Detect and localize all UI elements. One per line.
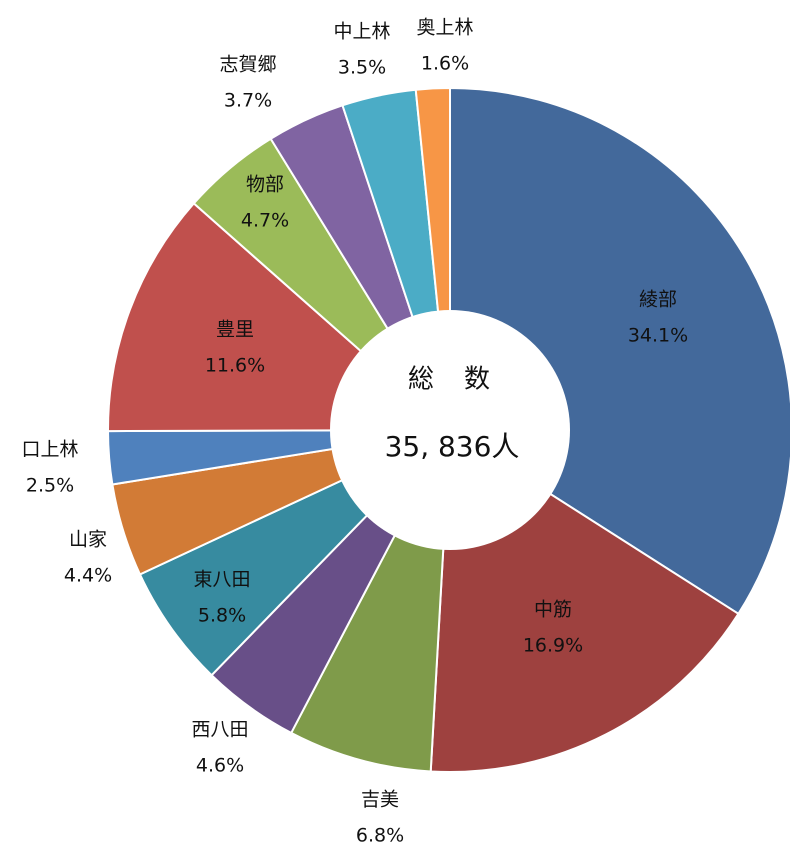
value-label: 1.6% xyxy=(421,53,469,75)
value-label: 34.1% xyxy=(628,325,688,347)
category-label: 口上林 xyxy=(21,439,78,461)
value-label: 4.4% xyxy=(64,565,112,587)
category-label: 豊里 xyxy=(216,319,254,341)
value-label: 5.8% xyxy=(198,605,246,627)
donut-hole xyxy=(330,310,570,550)
value-label: 3.7% xyxy=(224,90,272,112)
category-label: 中上林 xyxy=(333,21,390,43)
category-label: 物部 xyxy=(246,174,284,196)
value-label: 2.5% xyxy=(26,475,74,497)
category-label: 志賀郷 xyxy=(219,54,276,76)
category-label: 山家 xyxy=(69,529,107,551)
category-label: 吉美 xyxy=(361,789,399,811)
category-label: 奥上林 xyxy=(416,17,473,39)
value-label: 16.9% xyxy=(523,635,583,657)
category-label: 東八田 xyxy=(193,569,250,591)
category-label: 綾部 xyxy=(639,289,677,311)
value-label: 11.6% xyxy=(205,355,265,377)
value-label: 6.8% xyxy=(356,825,404,846)
category-label: 西八田 xyxy=(191,719,248,741)
value-label: 4.7% xyxy=(241,210,289,232)
value-label: 4.6% xyxy=(196,755,244,777)
center-total: 35, 836人 xyxy=(385,430,520,463)
value-label: 3.5% xyxy=(338,57,386,79)
center-title: 総 数 xyxy=(408,365,492,395)
category-label: 中筋 xyxy=(534,599,572,621)
